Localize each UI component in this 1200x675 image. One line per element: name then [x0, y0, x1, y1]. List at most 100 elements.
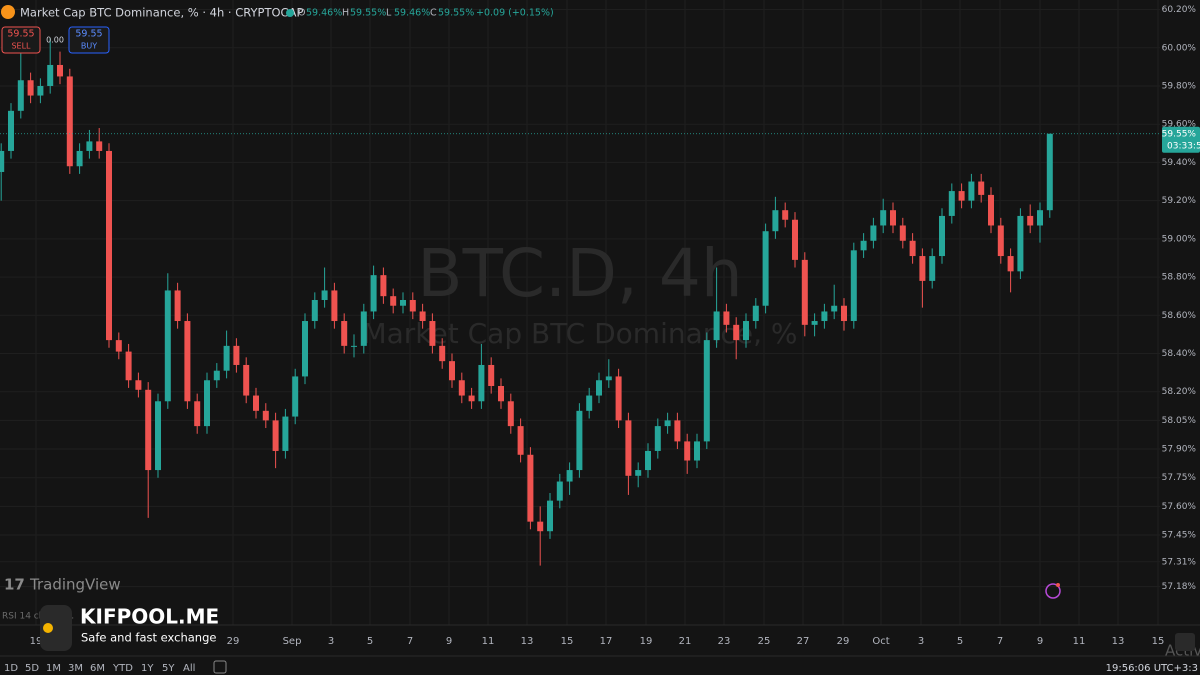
range-button[interactable]: 3M: [68, 663, 83, 674]
candle-body: [458, 380, 465, 396]
rsi-label: RSI 14 close 68.: [2, 612, 74, 622]
candle-body: [733, 324, 740, 341]
range-button[interactable]: 6M: [90, 663, 105, 674]
buy-button[interactable]: [68, 26, 110, 54]
candle-body: [96, 141, 103, 151]
grid: [0, 0, 1160, 625]
candle-body: [576, 410, 583, 471]
candle-body: [8, 110, 14, 151]
candle-body: [850, 250, 857, 322]
candle-body: [723, 311, 730, 325]
candle-body: [939, 215, 945, 257]
candle-body: [919, 256, 926, 281]
x-tick-label: 23: [718, 636, 731, 647]
candle-body: [1037, 210, 1043, 226]
last-price-label: 59.55%: [1162, 129, 1197, 139]
y-tick-label: 58.60%: [1162, 311, 1197, 321]
x-tick-label: 17: [600, 636, 613, 647]
candle-body: [223, 345, 230, 371]
candle-body: [125, 351, 132, 381]
range-button[interactable]: 1Y: [141, 663, 154, 674]
candle-body: [409, 300, 416, 312]
candle-body: [782, 210, 789, 220]
candle-body: [909, 240, 916, 257]
candle-body: [292, 376, 299, 417]
candle-body: [762, 231, 769, 306]
candle-body: [1027, 215, 1034, 226]
x-tick-label: 15: [561, 636, 574, 647]
candle-body: [302, 321, 308, 377]
sell-label: SELL: [11, 42, 31, 51]
candle-body: [860, 240, 867, 251]
range-button[interactable]: 1D: [4, 663, 18, 674]
candle-body: [880, 210, 887, 226]
clock: 19:56:06 UTC+3:3: [1106, 663, 1198, 674]
date-range-button[interactable]: [213, 660, 227, 674]
candle-body: [586, 395, 593, 411]
ohlc-value: 59.46%: [306, 8, 342, 19]
y-tick-label: 58.05%: [1162, 416, 1197, 426]
range-button[interactable]: All: [183, 663, 195, 674]
candle-body: [351, 345, 357, 347]
axis: 19 29 Sep 3 5 7 9 11 13 15 17 19 21 23 25 27 29 Oct 3 5 7 9 11…: [0, 5, 1200, 647]
candle-body: [821, 311, 828, 322]
candle-body: [988, 194, 994, 226]
candle-body: [243, 364, 250, 396]
candle-body: [204, 380, 210, 427]
y-tick-label: 59.60%: [1162, 120, 1197, 130]
y-tick-label: 57.90%: [1162, 445, 1197, 455]
x-tick-label: 19: [30, 636, 43, 647]
candle-body: [439, 345, 446, 362]
candle-body: [772, 210, 779, 232]
buy-label: BUY: [81, 42, 97, 51]
candle-body: [1046, 133, 1053, 211]
status-dot: [286, 9, 294, 17]
symbol-title: Market Cap BTC Dominance, % · 4h · CRYPT…: [20, 6, 303, 20]
x-tick-label: 3: [918, 636, 924, 647]
candle-body: [841, 305, 847, 322]
candle-body: [605, 376, 612, 381]
range-button[interactable]: YTD: [112, 663, 133, 674]
candle-body: [468, 395, 475, 402]
ohlc-value: 59.55%: [438, 8, 474, 19]
candle-body: [792, 219, 798, 260]
candle-body: [233, 345, 240, 365]
ohlc-key: O: [298, 8, 305, 19]
kifpool-brand: KIFPOOL.ME: [80, 605, 219, 629]
tradingview-logo: TradingView: [29, 576, 121, 594]
x-tick-label: 15: [1152, 636, 1165, 647]
y-tick-label: 57.18%: [1162, 582, 1197, 592]
candle-body: [811, 321, 818, 325]
sell-button[interactable]: [1, 26, 41, 54]
kifpool-icon: [40, 605, 72, 651]
candle-body: [282, 416, 289, 451]
candle-body: [654, 426, 661, 451]
alert-icon[interactable]: [1045, 583, 1061, 599]
candle-body: [57, 64, 63, 77]
candle-body: [164, 290, 171, 402]
candle-body: [547, 500, 553, 532]
candle-body: [311, 300, 318, 322]
price-axis: [1160, 0, 1200, 625]
candle-body: [66, 76, 73, 167]
y-tick-label: 57.75%: [1162, 473, 1197, 483]
last-price-box: [1162, 126, 1200, 153]
candle-body: [194, 401, 201, 427]
y-tick-label: 58.20%: [1162, 387, 1197, 397]
x-tick-label: 3: [328, 636, 334, 647]
x-tick-label: Sep: [283, 636, 302, 647]
candle-body: [566, 470, 573, 482]
range-button[interactable]: 1M: [46, 663, 61, 674]
candle-body: [47, 64, 54, 86]
y-tick-label: 60.00%: [1162, 43, 1197, 53]
candle-body: [0, 150, 5, 172]
x-tick-label: 5: [367, 636, 373, 647]
settings-button[interactable]: [1175, 633, 1195, 651]
candle-body: [106, 150, 112, 341]
tv-icon: 17: [4, 576, 25, 594]
range-button[interactable]: 5Y: [162, 663, 175, 674]
range-button[interactable]: 5D: [25, 663, 39, 674]
candle-body: [958, 191, 965, 201]
candle-body: [272, 420, 279, 451]
